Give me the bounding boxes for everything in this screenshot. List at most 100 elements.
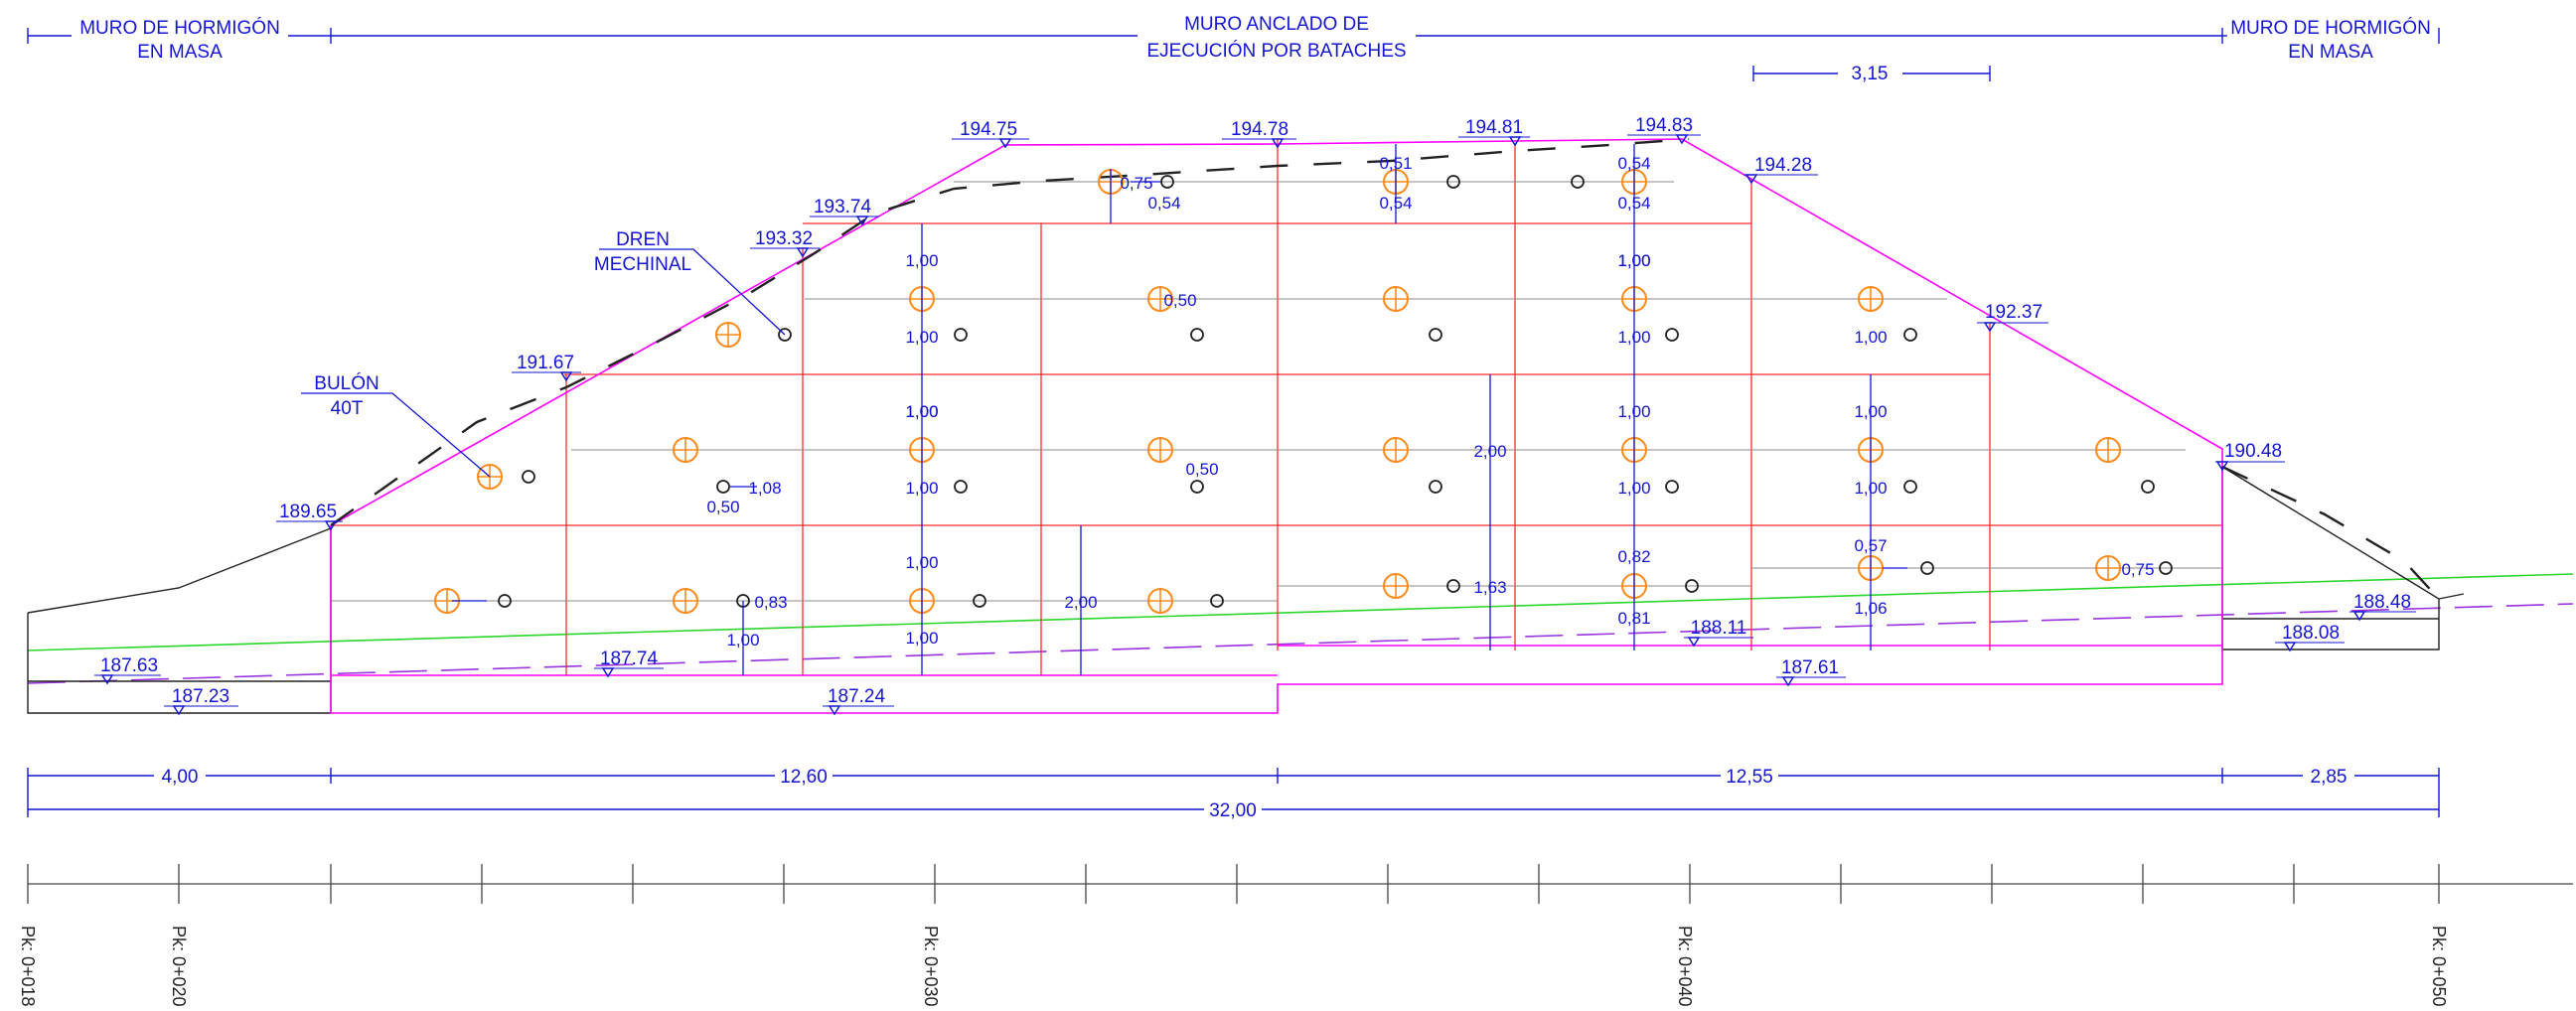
batache-grid [331,139,2222,675]
svg-text:191.67: 191.67 [517,353,574,373]
spacing-label: 1,00 [905,251,938,270]
elevation-marker: 187.61 [1776,657,1846,686]
elevation-marker: 194.83 [1627,115,1701,144]
spacing-label: 0,57 [1854,536,1887,555]
svg-text:187.23: 187.23 [172,686,229,707]
spacing-label: 1,00 [1854,479,1887,498]
elevation-marker: 188.08 [2275,623,2345,651]
spacing-label: 0,50 [1185,460,1218,479]
spacing-dimension-lines [452,144,1907,675]
ground-line [27,573,2574,651]
spacing-labels: 0,75 0,54 0,51 0,54 0,54 0,54 1,00 0,50 … [706,154,2154,650]
spacing-label: 1,00 [905,402,938,421]
elevation-marker: 193.32 [750,228,820,257]
svg-text:194.78: 194.78 [1231,119,1288,140]
elevation-marker: 187.23 [164,686,238,715]
station-axis [27,864,2573,904]
dashed-line [27,603,2574,684]
svg-text:187.63: 187.63 [100,655,158,676]
spacing-label: 0,54 [1379,194,1412,213]
elevation-marker: 190.48 [2215,441,2285,471]
drains [498,175,2173,608]
spacing-label: 1,08 [748,479,781,498]
spacing-label: 1,00 [1854,328,1887,347]
header-center-line1: MURO ANCLADO DE [1184,14,1369,35]
spacing-label: 0,50 [1163,291,1196,310]
spacing-label: 2,00 [1064,593,1097,612]
svg-text:194.83: 194.83 [1635,115,1693,136]
svg-text:188.08: 188.08 [2282,623,2340,644]
spacing-label: 1,00 [905,553,938,572]
elevation-marker: 188.48 [2349,592,2416,621]
anchor-level-lines [331,181,2222,602]
header-right-line2: EN MASA [2288,42,2373,63]
spacing-label: 0,83 [754,593,787,612]
svg-text:187.24: 187.24 [828,686,886,707]
spacing-label: 1,00 [905,629,938,648]
spacing-label: 1,00 [905,328,938,347]
station-label: Pk: 0+020 [169,926,189,1007]
header-left-line1: MURO DE HORMIGÓN [79,17,280,39]
elevation-marker: 193.74 [810,197,879,225]
station-label: Pk: 0+018 [18,926,38,1007]
callout-leaders [301,248,786,478]
spacing-label: 0,50 [706,498,739,516]
spacing-label: 1,00 [726,631,759,650]
elevation-marker: 187.63 [94,655,161,684]
svg-text:190.48: 190.48 [2224,441,2282,462]
spacing-label: 0,54 [1147,194,1180,213]
dim-2-85: 2,85 [2311,767,2348,788]
dim-4-00: 4,00 [162,767,199,788]
header-center-line2: EJECUCIÓN POR BATACHES [1146,40,1406,62]
dim-12-55: 12,55 [1726,767,1773,788]
svg-text:193.74: 193.74 [814,197,872,217]
dim-12-60: 12,60 [780,767,828,788]
header-left-line2: EN MASA [137,42,223,63]
callout-dren-line2: MECHINAL [594,254,691,275]
svg-text:194.28: 194.28 [1754,155,1812,176]
elevation-marker: 192.37 [1977,302,2048,332]
spacing-label: 0,54 [1617,154,1650,173]
elevation-marker: 191.67 [512,353,581,381]
spacing-label: 1,00 [905,402,938,421]
spacing-label: 1,00 [1854,402,1887,421]
terrain-line [330,137,2440,600]
elevation-marker: 194.81 [1458,117,1530,146]
spacing-label: 2,00 [1473,442,1506,461]
svg-text:193.32: 193.32 [755,228,813,249]
station-label: Pk: 0+050 [2429,926,2449,1007]
elevation-marker: 188.11 [1684,618,1753,647]
spacing-label: 1,00 [905,479,938,498]
svg-text:189.65: 189.65 [279,502,337,522]
elevation-marker: 194.75 [952,119,1029,148]
svg-text:194.81: 194.81 [1465,117,1523,138]
callout-bulon-line2: 40T [331,398,364,419]
elevation-markers: 194.75 194.78 194.81 194.83 194.28 193.7… [94,115,2416,715]
spacing-label: 0,82 [1617,547,1650,566]
svg-text:194.75: 194.75 [960,119,1017,140]
svg-text:192.37: 192.37 [1985,302,2043,323]
callout-bulon-line1: BULÓN [314,372,379,394]
spacing-label: 1,00 [1617,479,1650,498]
callout-dren-line1: DREN [616,229,670,250]
spacing-label: 0,54 [1617,194,1650,213]
elevation-marker: 189.65 [276,502,343,530]
svg-text:187.61: 187.61 [1781,657,1839,678]
svg-text:188.11: 188.11 [1691,618,1747,639]
spacing-label: 0,81 [1617,609,1650,628]
elevation-marker: 187.74 [594,649,664,677]
svg-text:188.48: 188.48 [2353,592,2411,613]
dim-3-15: 3,15 [1852,64,1889,84]
elevation-marker: 194.28 [1743,155,1818,184]
svg-text:187.74: 187.74 [600,649,659,669]
right-mass-wall [2221,466,2465,650]
anchored-wall-outline [330,138,2223,714]
header-right-line1: MURO DE HORMIGÓN [2230,17,2431,39]
dim-32-00: 32,00 [1209,800,1257,821]
spacing-label: 0,75 [1120,174,1152,193]
spacing-label: 1,00 [1617,251,1650,270]
elevation-marker: 194.78 [1222,119,1296,148]
spacing-label: 1,00 [1617,328,1650,347]
spacing-label: 1,00 [1617,402,1650,421]
